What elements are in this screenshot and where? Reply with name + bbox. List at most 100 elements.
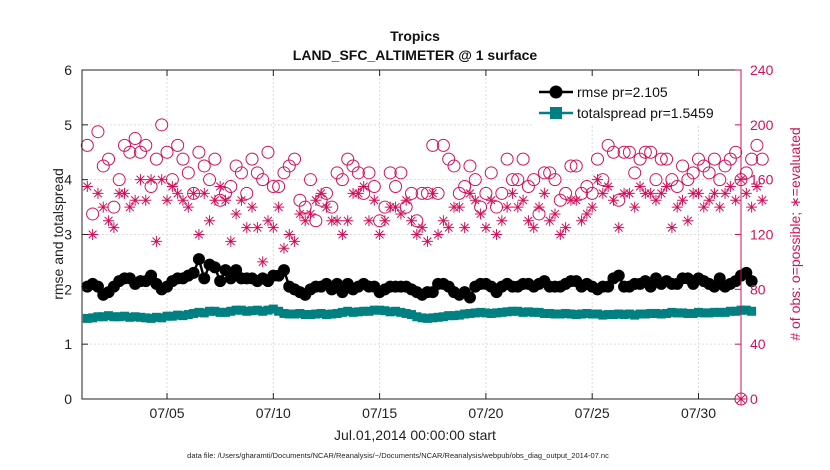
rmse-point	[463, 291, 476, 304]
possible-obs-point	[234, 166, 248, 180]
evaluated-obs-point	[225, 235, 237, 247]
possible-obs-point	[569, 159, 583, 173]
right-axis-ticks: 0 40 80 120 160 200 240	[735, 62, 774, 407]
evaluated-obs-point	[368, 194, 380, 206]
x-tick-label: 07/25	[575, 405, 610, 421]
possible-obs-point	[436, 138, 450, 152]
possible-obs-point	[272, 180, 286, 194]
totalspread-point	[561, 308, 571, 318]
evaluated-obs-point	[214, 181, 226, 193]
chart-title-line1: Tropics	[390, 28, 440, 44]
right-tick-label: 200	[750, 117, 774, 133]
evaluated-obs-point	[374, 229, 386, 240]
possible-obs-point	[383, 166, 397, 180]
evaluated-obs-point	[87, 229, 99, 240]
right-tick-label: 240	[750, 62, 774, 78]
totalspread-point	[205, 306, 215, 316]
evaluated-obs-point	[464, 187, 476, 199]
evaluated-obs-point	[453, 201, 465, 213]
totalspread-point	[231, 305, 241, 315]
totalspread-point	[672, 308, 682, 318]
possible-obs-point	[261, 145, 275, 159]
evaluated-obs-point	[209, 194, 221, 206]
evaluated-obs-point	[188, 187, 200, 199]
obs-count-series	[80, 118, 769, 406]
totalspread-point	[268, 304, 278, 314]
possible-obs-point	[351, 166, 365, 180]
totalspread-point	[662, 308, 672, 318]
possible-obs-point	[176, 152, 190, 166]
evaluated-obs-point	[496, 215, 508, 227]
totalspread-point	[364, 306, 374, 316]
possible-obs-point	[479, 186, 493, 200]
x-axis-label: Jul.01,2014 00:00:00 start	[334, 427, 496, 443]
totalspread-point	[492, 308, 502, 318]
possible-obs-point	[80, 138, 94, 152]
totalspread-point	[109, 312, 119, 322]
evaluated-obs-point	[560, 222, 572, 234]
evaluated-obs-point	[352, 187, 364, 199]
totalspread-point	[651, 308, 661, 318]
possible-obs-point	[591, 152, 605, 166]
evaluated-obs-point	[597, 187, 609, 199]
evaluated-obs-point	[443, 222, 455, 234]
possible-obs-point	[139, 138, 153, 152]
totalspread-point	[151, 312, 161, 322]
evaluated-obs-point	[230, 208, 242, 220]
evaluated-obs-point	[592, 174, 604, 186]
evaluated-obs-point	[538, 187, 550, 199]
totalspread-point	[247, 306, 257, 316]
possible-obs-point	[622, 145, 636, 159]
evaluated-obs-point	[193, 229, 205, 240]
totalspread-point	[88, 313, 98, 323]
evaluated-obs-point	[528, 222, 540, 234]
totalspread-point	[449, 311, 459, 321]
evaluated-obs-point	[390, 201, 402, 213]
evaluated-obs-point	[129, 194, 141, 206]
totalspread-point	[603, 310, 613, 320]
totalspread-point	[539, 308, 549, 318]
possible-obs-point	[394, 166, 408, 180]
totalspread-point	[300, 310, 310, 320]
totalspread-point	[534, 307, 544, 317]
evaluated-obs-point	[421, 235, 433, 247]
totalspread-point	[407, 310, 416, 320]
totalspread-point	[332, 308, 342, 318]
legend-rmse-marker	[549, 85, 563, 99]
evaluated-obs-point	[485, 194, 497, 206]
left-tick-label: 1	[64, 336, 72, 352]
possible-obs-point	[229, 159, 243, 173]
x-tick-label: 07/05	[150, 405, 185, 421]
possible-obs-point	[442, 152, 456, 166]
legend-rmse-label: rmse pr=2.105	[577, 84, 668, 100]
totalspread-point	[470, 308, 480, 318]
totalspread-point	[731, 306, 741, 316]
evaluated-obs-point	[533, 201, 545, 213]
evaluated-obs-point	[677, 194, 689, 206]
totalspread-point	[220, 307, 230, 317]
totalspread-point	[210, 306, 220, 316]
evaluated-obs-point	[273, 201, 285, 213]
left-tick-label: 4	[64, 172, 72, 188]
totalspread-point	[375, 305, 385, 315]
possible-obs-point	[702, 166, 716, 180]
right-tick-label: 80	[750, 281, 766, 297]
totalspread-point	[353, 307, 363, 317]
left-axis-ticks: 0 1 2 3 4 5 6	[64, 62, 88, 407]
possible-obs-point	[628, 166, 642, 180]
totalspread-point	[401, 308, 411, 318]
possible-obs-point	[405, 186, 418, 200]
possible-obs-point	[102, 152, 116, 166]
possible-obs-point	[606, 145, 620, 159]
totalspread-point	[704, 308, 714, 318]
x-tick-label: 07/30	[681, 405, 716, 421]
totalspread-point	[545, 308, 555, 318]
evaluated-obs-point	[427, 187, 439, 199]
possible-obs-point	[362, 166, 376, 180]
totalspread-point	[444, 311, 454, 321]
x-tick-label: 07/10	[256, 405, 291, 421]
possible-obs-point	[750, 138, 764, 152]
evaluated-obs-point	[469, 194, 481, 206]
evaluated-obs-point	[363, 215, 375, 227]
totalspread-point	[667, 307, 677, 317]
